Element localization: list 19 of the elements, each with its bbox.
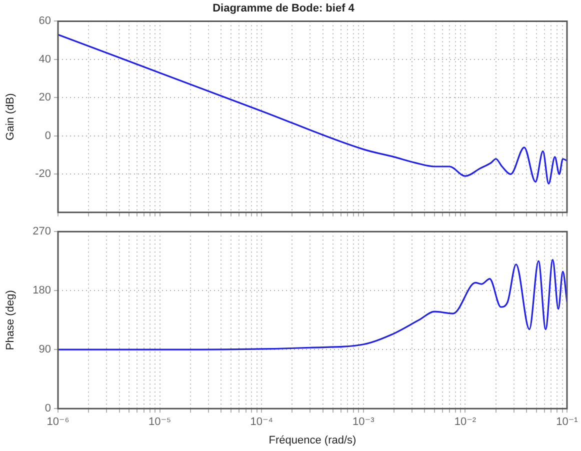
y-tick-label: 0 bbox=[44, 402, 51, 415]
y-tick-label: 90 bbox=[38, 344, 51, 356]
x-tick-label: 10⁻⁵ bbox=[148, 416, 172, 428]
y-tick-label: 180 bbox=[32, 284, 51, 297]
y-tick-label: 270 bbox=[32, 226, 51, 238]
y-tick-label: 0 bbox=[44, 130, 51, 142]
y-axis-title: Gain (dB) bbox=[4, 93, 17, 140]
y-tick-label: 60 bbox=[38, 15, 51, 28]
x-axis-title: Fréquence (rad/s) bbox=[268, 434, 356, 446]
chart-title: Diagramme de Bode: bief 4 bbox=[212, 2, 356, 15]
x-tick-label: 10⁻² bbox=[454, 416, 476, 428]
y-tick-label: 40 bbox=[38, 53, 51, 66]
y-tick-label: 20 bbox=[38, 92, 51, 104]
x-tick-label: 10⁻³ bbox=[352, 416, 375, 428]
y-axis-title: Phase (deg) bbox=[4, 290, 17, 350]
y-tick-label: -20 bbox=[35, 168, 51, 180]
x-tick-label: 10⁻⁴ bbox=[250, 416, 274, 428]
x-tick-label: 10⁻⁶ bbox=[46, 416, 70, 428]
x-tick-label: 10⁻¹ bbox=[556, 416, 578, 428]
